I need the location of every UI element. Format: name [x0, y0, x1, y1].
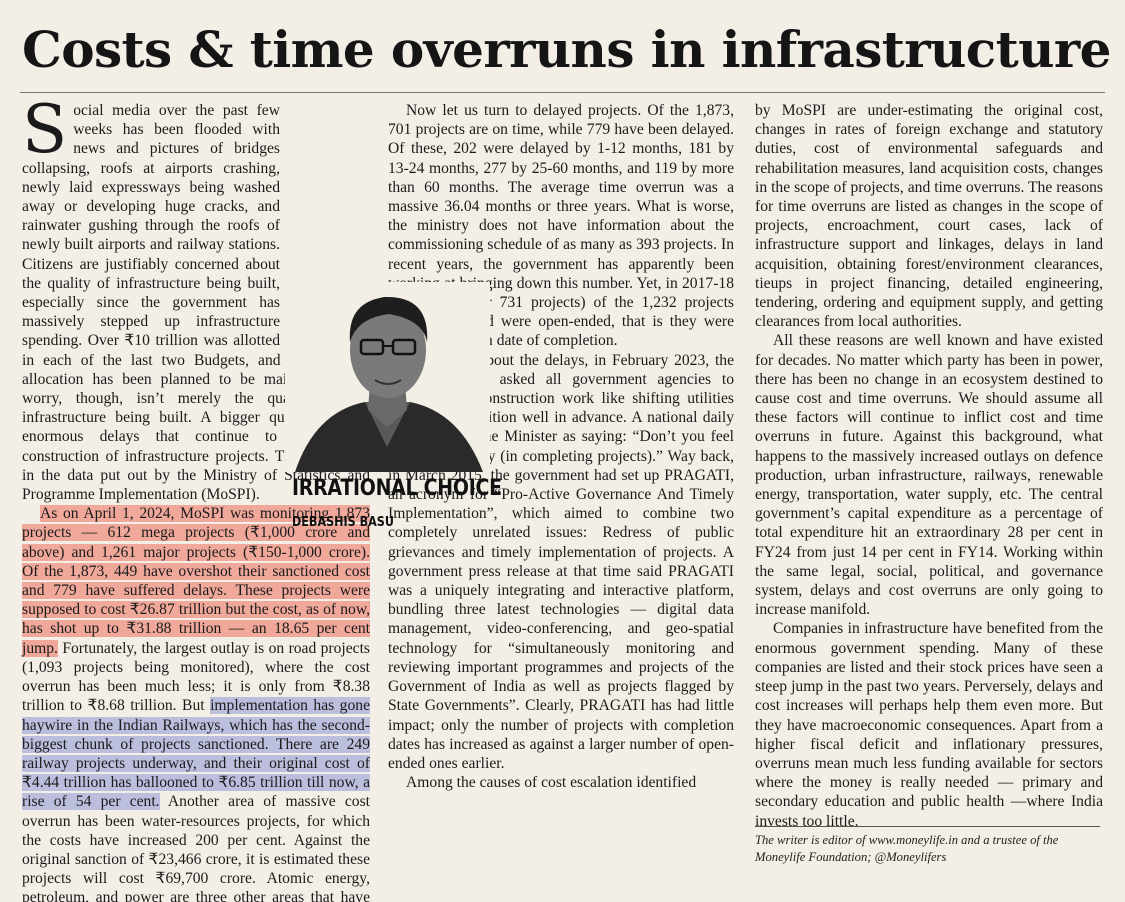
- paragraph: by MoSPI are under-estimating the origin…: [755, 102, 1103, 331]
- headline: Costs & time overruns in infrastructure: [22, 20, 1111, 79]
- column-name: IRRATIONAL CHOICE: [292, 476, 502, 501]
- author-note: The writer is editor of www.moneylife.in…: [755, 833, 1059, 864]
- paragraph: Companies in infrastructure have benefit…: [755, 620, 1103, 830]
- drop-cap: S: [22, 91, 68, 168]
- paragraph: Among the causes of cost escalation iden…: [406, 774, 697, 792]
- paragraph: As on April 1, 2024, MoSPI was monitorin…: [22, 505, 370, 902]
- note-rule: [755, 826, 1100, 827]
- author-name: DEBASHIS BASU: [292, 515, 394, 530]
- headline-rule: [20, 92, 1105, 93]
- author-portrait: [285, 282, 490, 472]
- article-column-3: by MoSPI are under-estimating the origin…: [755, 101, 1103, 831]
- paragraph: All these reasons are well known and hav…: [755, 332, 1103, 619]
